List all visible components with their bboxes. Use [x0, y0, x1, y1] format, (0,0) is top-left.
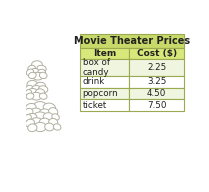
Ellipse shape [32, 72, 43, 80]
Bar [80, 99, 129, 111]
Ellipse shape [32, 85, 41, 93]
Ellipse shape [39, 93, 47, 99]
Ellipse shape [28, 72, 36, 79]
Ellipse shape [49, 118, 58, 126]
Ellipse shape [30, 118, 42, 127]
Ellipse shape [43, 103, 56, 112]
Ellipse shape [36, 89, 45, 96]
Bar [129, 48, 184, 59]
Text: ticket: ticket [83, 101, 107, 110]
Bar [80, 34, 184, 48]
Ellipse shape [49, 108, 58, 116]
Ellipse shape [30, 68, 39, 76]
Bar [80, 59, 129, 76]
Text: popcorn: popcorn [83, 89, 118, 98]
Text: 3.25: 3.25 [147, 77, 166, 86]
Ellipse shape [28, 124, 37, 132]
Ellipse shape [37, 65, 46, 72]
Bar [129, 88, 184, 99]
Ellipse shape [26, 113, 37, 122]
Ellipse shape [53, 124, 61, 130]
Text: 7.50: 7.50 [147, 101, 166, 110]
Ellipse shape [26, 69, 34, 76]
Text: Movie Theater Prices: Movie Theater Prices [74, 36, 190, 46]
Ellipse shape [43, 113, 54, 121]
Ellipse shape [25, 85, 33, 92]
Ellipse shape [33, 112, 47, 122]
Ellipse shape [25, 90, 32, 95]
Ellipse shape [39, 109, 50, 117]
Ellipse shape [31, 92, 42, 100]
Ellipse shape [38, 69, 46, 75]
Ellipse shape [52, 114, 59, 120]
Text: box of
candy: box of candy [83, 58, 110, 77]
Ellipse shape [29, 108, 42, 118]
Ellipse shape [25, 103, 36, 112]
Bar [80, 88, 129, 99]
Ellipse shape [39, 118, 50, 127]
Text: Cost ($): Cost ($) [137, 49, 177, 58]
Bar [80, 48, 129, 59]
Ellipse shape [24, 114, 31, 121]
Ellipse shape [35, 82, 46, 90]
Ellipse shape [24, 108, 33, 116]
Bar [129, 59, 184, 76]
Bar [129, 99, 184, 111]
Ellipse shape [28, 65, 35, 72]
Bar [129, 76, 184, 88]
Ellipse shape [26, 93, 34, 99]
Ellipse shape [27, 80, 38, 89]
Text: Item: Item [93, 49, 116, 58]
Ellipse shape [27, 89, 38, 96]
Ellipse shape [38, 86, 48, 93]
Ellipse shape [45, 123, 54, 131]
Text: 2.25: 2.25 [147, 63, 166, 72]
Ellipse shape [25, 119, 34, 127]
Ellipse shape [39, 72, 47, 79]
Text: drink: drink [83, 77, 105, 86]
Bar [80, 76, 129, 88]
Ellipse shape [32, 61, 42, 69]
Ellipse shape [33, 102, 47, 112]
Text: 4.50: 4.50 [147, 89, 166, 98]
Ellipse shape [34, 122, 46, 132]
